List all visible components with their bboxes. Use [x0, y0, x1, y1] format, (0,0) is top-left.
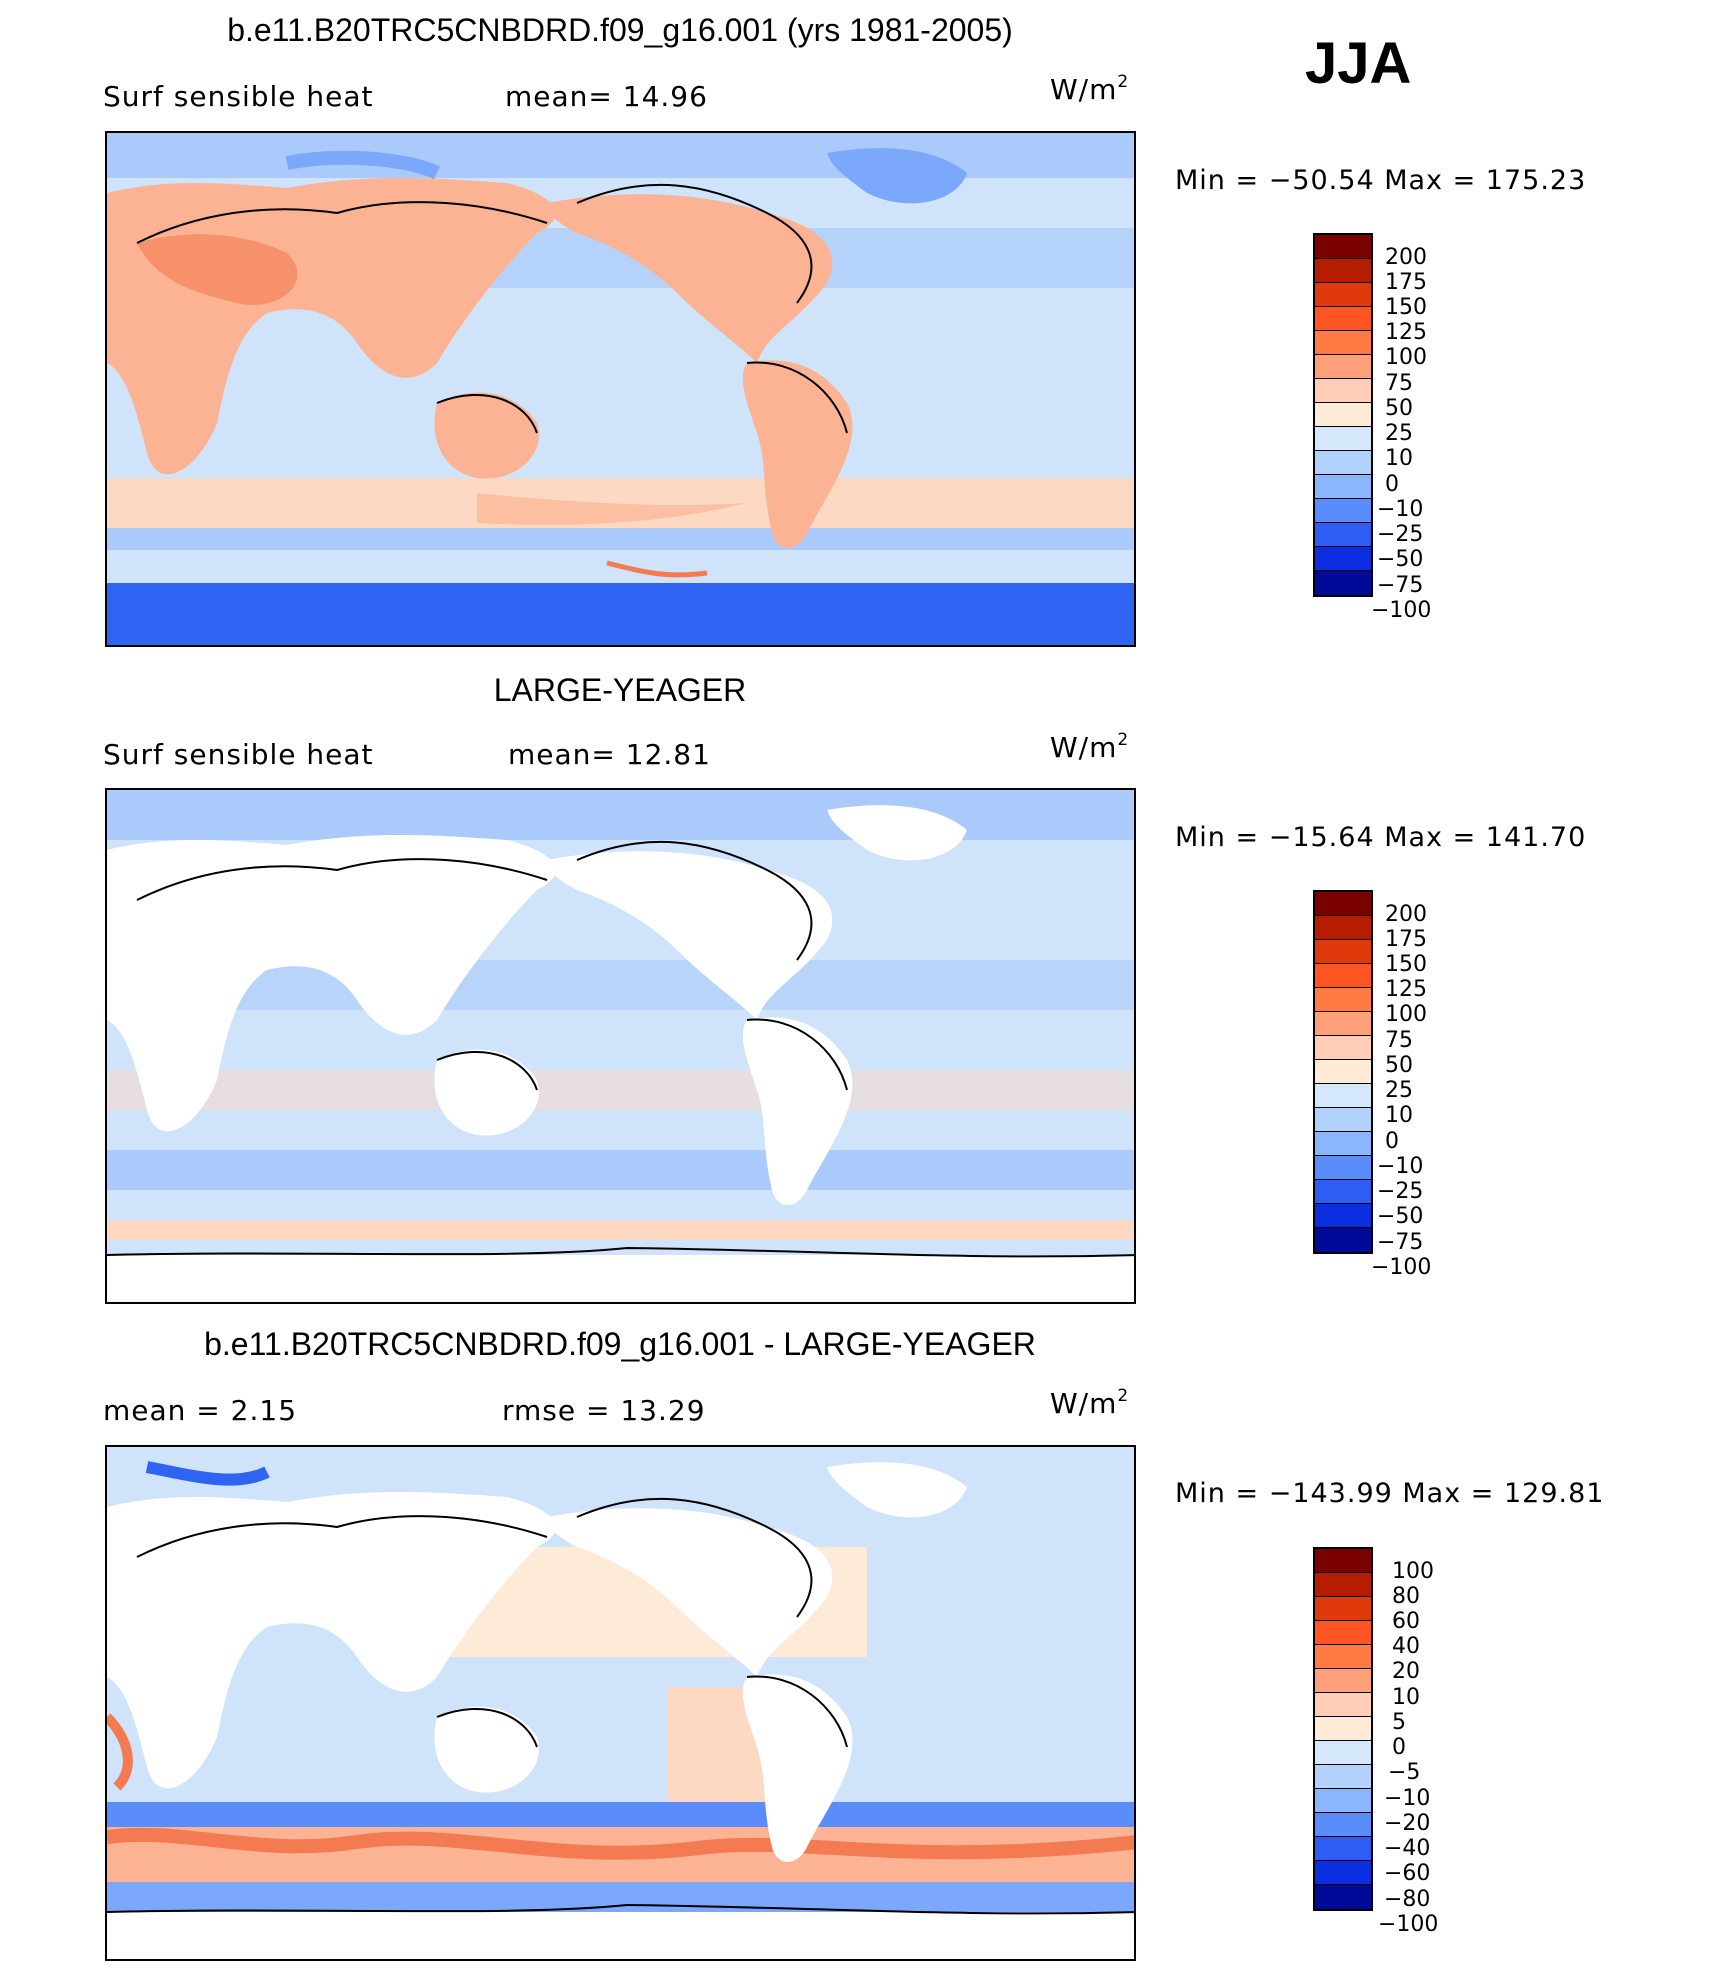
- cbar-label: 75: [1385, 1028, 1413, 1053]
- cbar-label: 200: [1385, 245, 1427, 270]
- panel2-colorbar: [1313, 890, 1373, 1254]
- panel1-variable-label: Surf sensible heat: [103, 80, 374, 113]
- panel3-colorbar-labels: 100 80 60 40 20 10 5 0 −5 −10 −20 −40 −6…: [1378, 1559, 1492, 1939]
- panel3-minmax: Min = −143.99 Max = 129.81: [1175, 1478, 1605, 1509]
- cbar-label: −25: [1377, 1179, 1424, 1204]
- cbar-label: 10: [1385, 1103, 1413, 1128]
- cbar-label: −10: [1377, 497, 1424, 522]
- panel3-colorbar: [1313, 1547, 1373, 1911]
- panel2-units: W/m2: [1050, 730, 1130, 764]
- cbar-label: −40: [1384, 1836, 1431, 1861]
- cbar-label: 0: [1385, 1129, 1399, 1154]
- cbar-label: 10: [1392, 1685, 1420, 1710]
- cbar-label: 125: [1385, 320, 1427, 345]
- panel1-colorbar: [1313, 233, 1373, 597]
- cbar-label: 150: [1385, 952, 1427, 977]
- cbar-label: 40: [1392, 1634, 1420, 1659]
- cbar-label: 0: [1392, 1735, 1406, 1760]
- cbar-label: 175: [1385, 927, 1427, 952]
- season-label: JJA: [1305, 31, 1412, 96]
- panel3-map: [105, 1445, 1136, 1961]
- panel2-variable-label: Surf sensible heat: [103, 738, 374, 771]
- cbar-label: −10: [1384, 1786, 1431, 1811]
- cbar-label: 50: [1385, 396, 1413, 421]
- cbar-label: −5: [1388, 1760, 1421, 1785]
- panel1-minmax: Min = −50.54 Max = 175.23: [1175, 165, 1587, 196]
- cbar-label: 75: [1385, 371, 1413, 396]
- panel1-map: [105, 131, 1136, 647]
- cbar-label: −50: [1377, 1204, 1424, 1229]
- cbar-label: 100: [1385, 345, 1427, 370]
- cbar-label: −80: [1384, 1887, 1431, 1912]
- panel3-mean: mean = 2.15: [103, 1394, 298, 1427]
- cbar-label: 175: [1385, 270, 1427, 295]
- panel2-minmax: Min = −15.64 Max = 141.70: [1175, 822, 1587, 853]
- cbar-label: −50: [1377, 547, 1424, 572]
- cbar-label: 100: [1385, 1002, 1427, 1027]
- cbar-label: 80: [1392, 1584, 1420, 1609]
- panel3-units: W/m2: [1050, 1386, 1130, 1420]
- cbar-label: 25: [1385, 1078, 1413, 1103]
- cbar-label: 20: [1392, 1659, 1420, 1684]
- panel3-title: b.e11.B20TRC5CNBDRD.f09_g16.001 - LARGE-…: [204, 1326, 1036, 1362]
- panel2-map: [105, 788, 1136, 1304]
- panel1-colorbar-labels: 200 175 150 125 100 75 50 25 10 0 −10 −2…: [1371, 245, 1485, 625]
- cbar-label: −60: [1384, 1861, 1431, 1886]
- cbar-label: 200: [1385, 902, 1427, 927]
- cbar-label: −75: [1377, 1230, 1424, 1255]
- panel2-title: LARGE-YEAGER: [493, 672, 747, 708]
- cbar-label: −75: [1377, 573, 1424, 598]
- cbar-label: 0: [1385, 472, 1399, 497]
- cbar-label: 150: [1385, 295, 1427, 320]
- cbar-label: −20: [1384, 1811, 1431, 1836]
- cbar-label: 50: [1385, 1053, 1413, 1078]
- cbar-label: 5: [1392, 1710, 1406, 1735]
- cbar-label: 60: [1392, 1609, 1420, 1634]
- cbar-label: −10: [1377, 1154, 1424, 1179]
- cbar-label: 25: [1385, 421, 1413, 446]
- panel3-rmse: rmse = 13.29: [502, 1394, 706, 1427]
- cbar-label: −100: [1378, 1912, 1439, 1937]
- cbar-label: 100: [1392, 1559, 1434, 1584]
- cbar-label: −100: [1371, 1255, 1432, 1280]
- cbar-label: 125: [1385, 977, 1427, 1002]
- panel1-title: b.e11.B20TRC5CNBDRD.f09_g16.001 (yrs 198…: [227, 12, 1013, 48]
- panel1-mean: mean= 14.96: [505, 80, 708, 113]
- cbar-label: −100: [1371, 598, 1432, 623]
- cbar-label: −25: [1377, 522, 1424, 547]
- panel2-colorbar-labels: 200 175 150 125 100 75 50 25 10 0 −10 −2…: [1371, 902, 1485, 1282]
- panel1-units: W/m2: [1050, 72, 1130, 106]
- panel2-mean: mean= 12.81: [508, 738, 711, 771]
- cbar-label: 10: [1385, 446, 1413, 471]
